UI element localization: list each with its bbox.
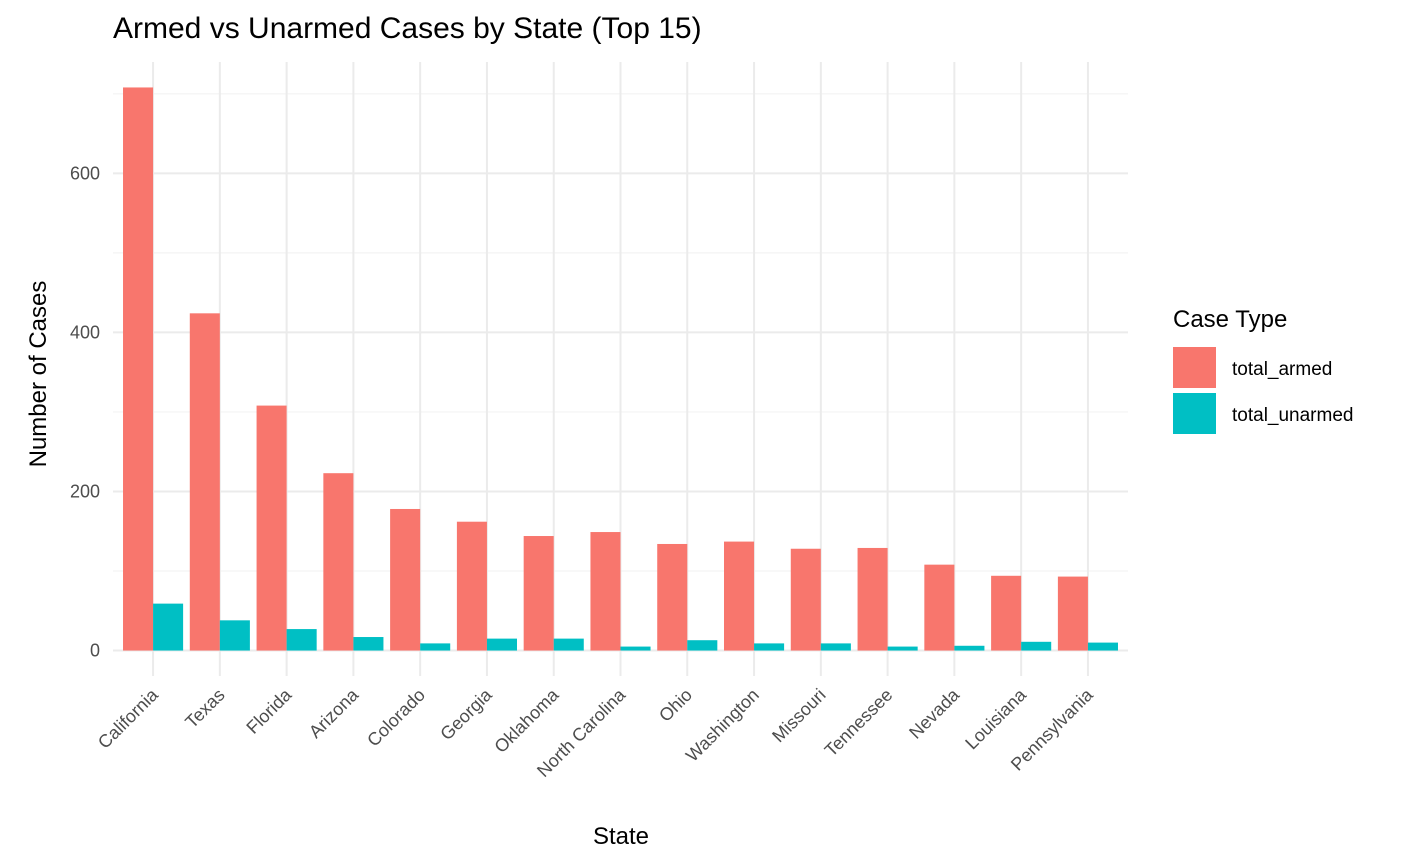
x-axis-ticks: California Texas Florida Arizona Colorado Geo… — [94, 684, 1097, 781]
x-tick-label: Oklahoma — [490, 684, 563, 757]
bar-total_unarmed-florida — [286, 629, 317, 651]
legend-items: total_armed total_unarmed — [1173, 347, 1353, 434]
bar-total_armed-missouri — [790, 548, 821, 651]
bar-total_unarmed-california — [153, 603, 184, 651]
x-axis-title: State — [593, 823, 649, 850]
x-tick-label: Missouri — [768, 685, 830, 747]
legend-key-total_unarmed — [1173, 393, 1216, 434]
x-tick-label: Ohio — [655, 685, 696, 726]
x-tick-label: Louisiana — [961, 684, 1030, 753]
bar-total_armed-tennessee — [857, 547, 888, 651]
x-tick-label: California — [94, 684, 163, 753]
bar-total_armed-ohio — [657, 543, 688, 651]
bar-total_unarmed-tennessee — [887, 646, 918, 651]
bar-total_armed-nevada — [924, 564, 955, 651]
bar-total_armed-washington — [724, 541, 755, 651]
bar-total_unarmed-georgia — [486, 638, 517, 651]
bar-total_armed-pennsylvania — [1057, 576, 1088, 651]
bar-total_armed-texas — [189, 313, 220, 651]
x-tick-label: Texas — [181, 685, 228, 732]
bar-total_unarmed-texas — [219, 620, 250, 651]
bar-total_unarmed-oklahoma — [553, 638, 584, 651]
bar-total_armed-north-carolina — [590, 532, 621, 651]
y-tick-label: 200 — [70, 481, 100, 501]
bar-total_unarmed-north-carolina — [620, 646, 651, 651]
x-tick-label: Nevada — [905, 684, 964, 743]
bar-total_armed-louisiana — [991, 575, 1022, 651]
bar-total_unarmed-pennsylvania — [1087, 642, 1118, 651]
x-tick-label: Tennessee — [821, 685, 897, 761]
bar-total_unarmed-missouri — [820, 643, 851, 651]
bar-total_unarmed-nevada — [954, 645, 985, 651]
bar-total_unarmed-colorado — [420, 643, 451, 651]
legend-key-total_armed — [1173, 347, 1216, 388]
bar-total_unarmed-arizona — [353, 637, 384, 651]
x-tick-label: Georgia — [436, 684, 496, 744]
x-tick-label: Arizona — [305, 684, 363, 742]
y-tick-label: 600 — [70, 163, 100, 183]
bar-total_armed-california — [123, 87, 154, 651]
chart-title: Armed vs Unarmed Cases by State (Top 15) — [113, 12, 702, 45]
bar-total_armed-arizona — [323, 473, 354, 651]
x-tick-label: Colorado — [363, 685, 429, 751]
bar-total_armed-colorado — [390, 508, 421, 651]
legend-label-total_armed: total_armed — [1232, 359, 1332, 380]
bar-total_armed-florida — [256, 405, 287, 651]
bar-total_armed-oklahoma — [523, 536, 554, 651]
bar-total_unarmed-washington — [754, 643, 785, 651]
bar-total_unarmed-louisiana — [1021, 641, 1052, 651]
y-axis-ticks: 0 200 400 600 — [70, 163, 100, 660]
bar-total_unarmed-ohio — [687, 640, 718, 651]
bars — [123, 87, 1118, 651]
legend: Case Type total_armed total_unarmed — [1173, 306, 1353, 434]
y-axis-title: Number of Cases — [25, 281, 52, 468]
y-tick-label: 400 — [70, 322, 100, 342]
legend-label-total_unarmed: total_unarmed — [1232, 405, 1353, 426]
bar-total_armed-georgia — [456, 521, 487, 651]
legend-title: Case Type — [1173, 306, 1287, 333]
y-tick-label: 0 — [90, 641, 100, 661]
x-tick-label: Florida — [242, 684, 296, 738]
x-tick-label: Washington — [682, 685, 763, 766]
